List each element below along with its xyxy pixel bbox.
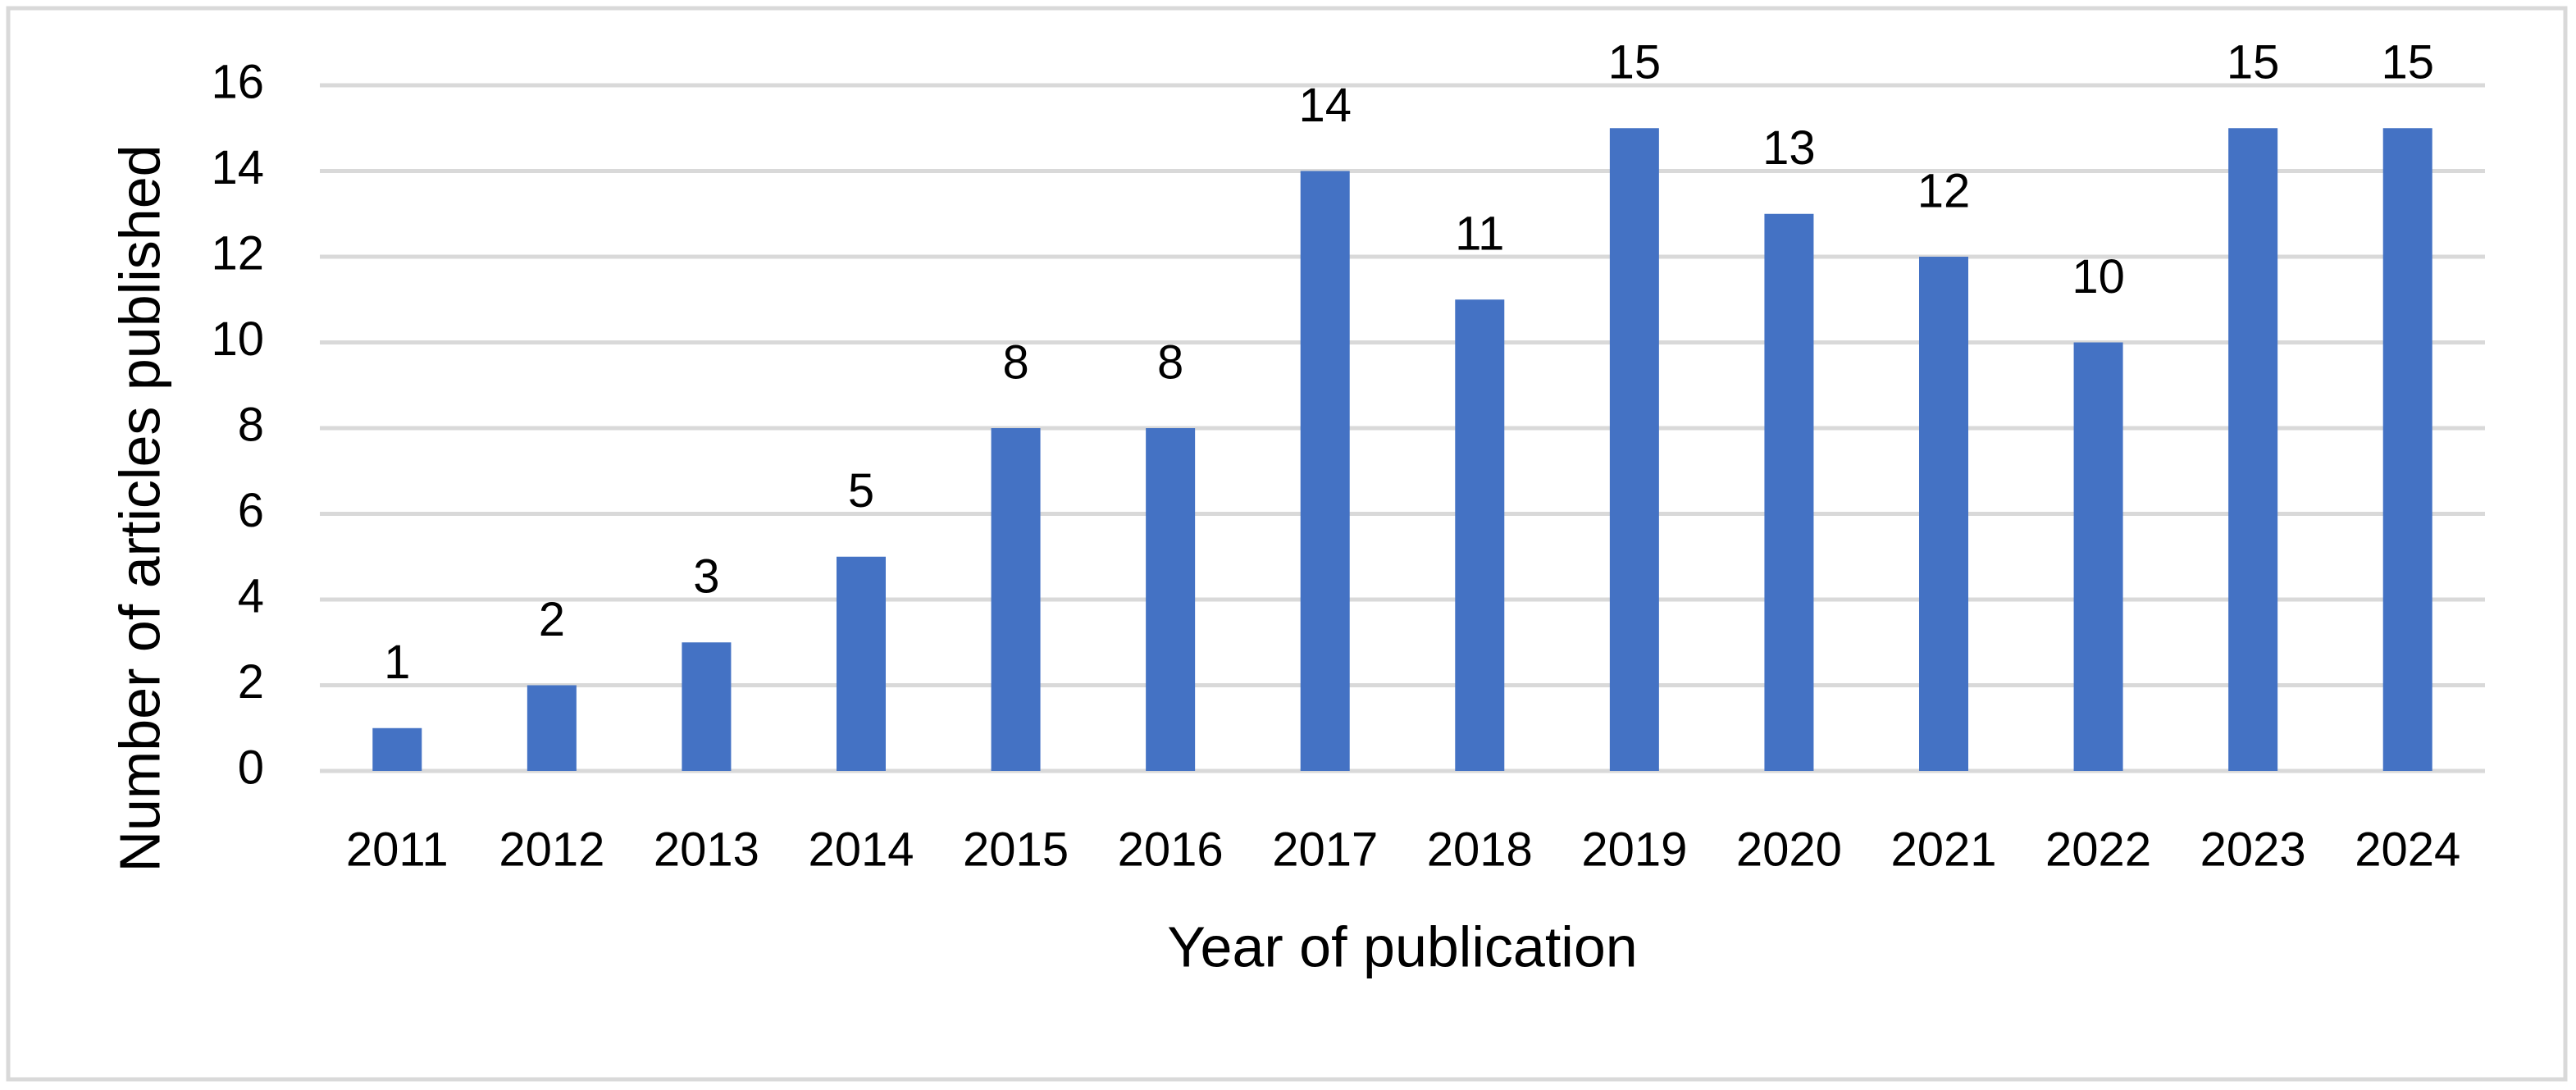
y-tick-label: 12 xyxy=(211,226,264,280)
x-tick-label: 2013 xyxy=(654,823,759,876)
data-label: 1 xyxy=(384,636,410,689)
data-label: 14 xyxy=(1298,79,1352,132)
x-tick-label: 2011 xyxy=(346,823,449,876)
bar xyxy=(682,642,732,771)
data-label: 11 xyxy=(1455,208,1504,261)
y-tick-label: 10 xyxy=(211,312,264,366)
data-label: 10 xyxy=(2072,250,2125,303)
data-label: 5 xyxy=(848,464,874,518)
bar xyxy=(837,556,886,771)
bar xyxy=(2382,128,2432,771)
y-tick-label: 14 xyxy=(211,141,264,194)
chart-border xyxy=(6,6,2568,1082)
y-axis-title: Number of articles published xyxy=(107,144,171,872)
x-tick-label: 2019 xyxy=(1581,823,1687,876)
x-tick-label: 2017 xyxy=(1272,823,1378,876)
x-tick-label: 2015 xyxy=(963,823,1069,876)
bar xyxy=(991,428,1041,771)
x-tick-label: 2024 xyxy=(2355,823,2460,876)
bar xyxy=(527,685,577,771)
y-tick-label: 2 xyxy=(238,655,264,709)
data-label: 8 xyxy=(1157,335,1183,389)
data-label: 13 xyxy=(1762,121,1816,175)
bar xyxy=(2073,342,2123,771)
x-tick-label: 2022 xyxy=(2045,823,2151,876)
data-label: 15 xyxy=(1608,36,1662,89)
x-tick-label: 2012 xyxy=(499,823,604,876)
y-tick-label: 16 xyxy=(211,55,264,108)
x-axis-title: Year of publication xyxy=(1167,914,1637,978)
data-label: 3 xyxy=(693,550,719,604)
data-label: 15 xyxy=(2381,36,2434,89)
x-tick-label: 2023 xyxy=(2200,823,2306,876)
bar xyxy=(372,727,422,771)
y-tick-label: 4 xyxy=(238,569,264,623)
x-tick-label: 2014 xyxy=(808,823,914,876)
bar xyxy=(2228,128,2278,771)
x-tick-label: 2018 xyxy=(1427,823,1533,876)
bar xyxy=(1300,171,1350,771)
y-tick-label: 6 xyxy=(238,484,264,537)
bar xyxy=(1609,128,1659,771)
bar xyxy=(1455,299,1505,771)
bar xyxy=(1764,213,1814,771)
x-tick-label: 2020 xyxy=(1736,823,1842,876)
bar xyxy=(1919,257,1968,771)
data-label: 12 xyxy=(1917,164,1971,217)
y-tick-label: 8 xyxy=(238,398,264,451)
x-tick-label: 2021 xyxy=(1890,823,1996,876)
data-label: 8 xyxy=(1002,335,1028,389)
bar xyxy=(1146,428,1196,771)
x-tick-label: 2016 xyxy=(1118,823,1224,876)
data-label: 2 xyxy=(539,593,565,646)
data-label: 15 xyxy=(2227,36,2280,89)
y-tick-label: 0 xyxy=(238,741,264,794)
